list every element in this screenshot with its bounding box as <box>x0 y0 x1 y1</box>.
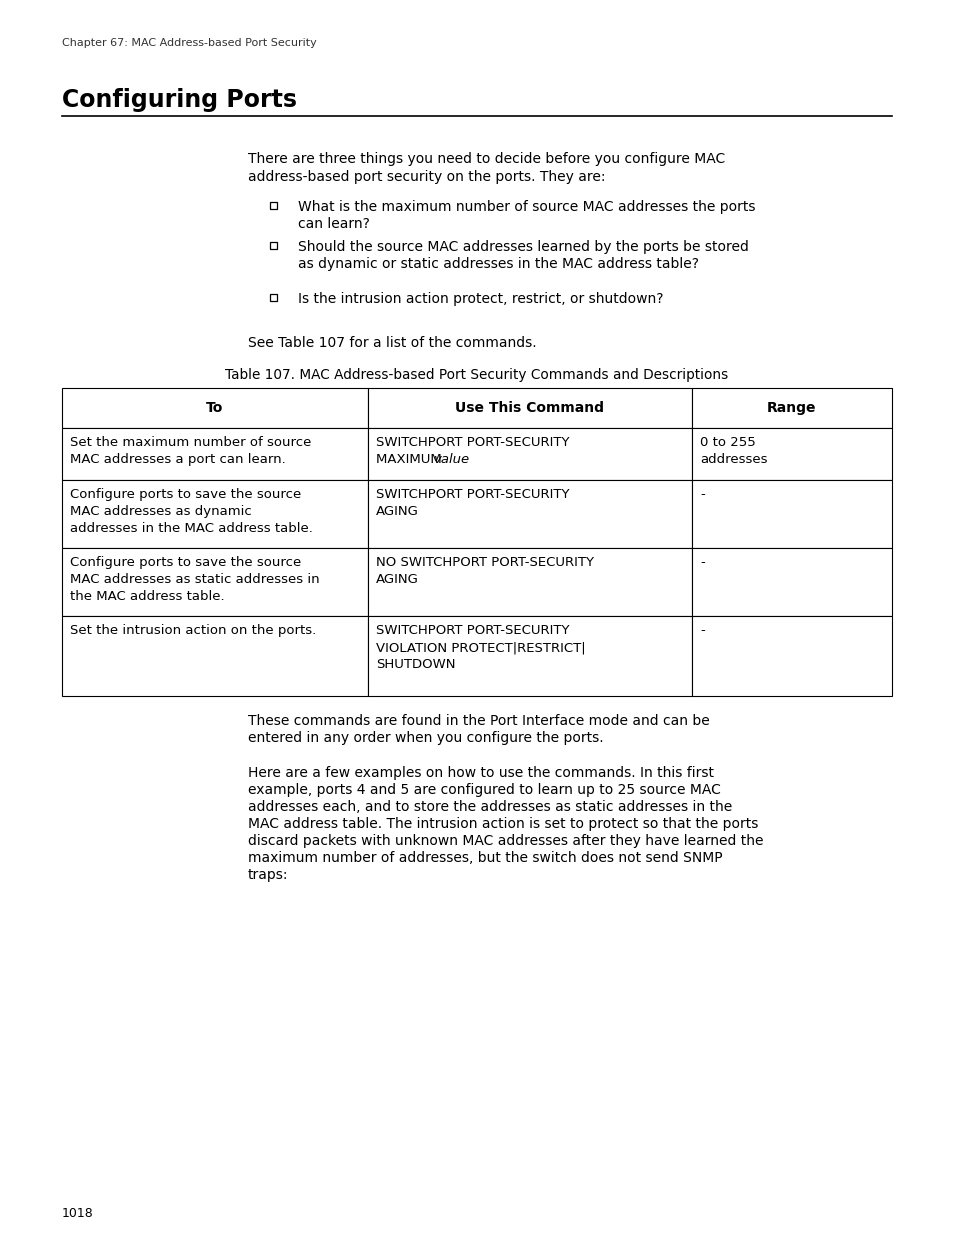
Text: NO SWITCHPORT PORT-SECURITY: NO SWITCHPORT PORT-SECURITY <box>375 556 594 569</box>
Text: traps:: traps: <box>248 868 288 882</box>
Bar <box>270 294 276 301</box>
Bar <box>62 548 368 616</box>
Text: -: - <box>700 556 704 569</box>
Bar <box>691 548 891 616</box>
Text: the MAC address table.: the MAC address table. <box>70 590 224 603</box>
Text: addresses in the MAC address table.: addresses in the MAC address table. <box>70 522 313 535</box>
Text: Configure ports to save the source: Configure ports to save the source <box>70 556 301 569</box>
Text: AGING: AGING <box>375 505 418 517</box>
Text: -: - <box>700 624 704 637</box>
Text: value: value <box>433 453 469 466</box>
Text: Range: Range <box>766 401 816 415</box>
Bar <box>368 548 691 616</box>
Text: There are three things you need to decide before you configure MAC: There are three things you need to decid… <box>248 152 724 165</box>
Bar <box>691 480 891 548</box>
Text: Set the maximum number of source: Set the maximum number of source <box>70 436 311 450</box>
Text: Set the intrusion action on the ports.: Set the intrusion action on the ports. <box>70 624 315 637</box>
Text: AGING: AGING <box>375 573 418 585</box>
Bar <box>62 388 368 429</box>
Bar <box>368 429 691 480</box>
Text: Here are a few examples on how to use the commands. In this first: Here are a few examples on how to use th… <box>248 766 713 781</box>
Bar <box>270 242 276 249</box>
Text: MAC addresses a port can learn.: MAC addresses a port can learn. <box>70 453 286 466</box>
Text: Configuring Ports: Configuring Ports <box>62 88 296 112</box>
Text: 0 to 255: 0 to 255 <box>700 436 755 450</box>
Text: addresses each, and to store the addresses as static addresses in the: addresses each, and to store the address… <box>248 800 732 814</box>
Text: VIOLATION PROTECT|RESTRICT|: VIOLATION PROTECT|RESTRICT| <box>375 641 585 655</box>
Text: can learn?: can learn? <box>297 217 370 231</box>
Text: entered in any order when you configure the ports.: entered in any order when you configure … <box>248 731 603 745</box>
Bar <box>368 616 691 697</box>
Text: Should the source MAC addresses learned by the ports be stored: Should the source MAC addresses learned … <box>297 240 748 254</box>
Text: Is the intrusion action protect, restrict, or shutdown?: Is the intrusion action protect, restric… <box>297 291 662 306</box>
Bar <box>691 616 891 697</box>
Bar <box>62 616 368 697</box>
Bar <box>270 203 276 209</box>
Text: SWITCHPORT PORT-SECURITY: SWITCHPORT PORT-SECURITY <box>375 488 569 501</box>
Bar <box>691 429 891 480</box>
Text: To: To <box>206 401 223 415</box>
Text: SWITCHPORT PORT-SECURITY: SWITCHPORT PORT-SECURITY <box>375 624 569 637</box>
Text: 1018: 1018 <box>62 1207 93 1220</box>
Text: MAC addresses as static addresses in: MAC addresses as static addresses in <box>70 573 319 585</box>
Text: example, ports 4 and 5 are configured to learn up to 25 source MAC: example, ports 4 and 5 are configured to… <box>248 783 720 797</box>
Text: Configure ports to save the source: Configure ports to save the source <box>70 488 301 501</box>
Text: -: - <box>700 488 704 501</box>
Text: Use This Command: Use This Command <box>455 401 604 415</box>
Text: MAC addresses as dynamic: MAC addresses as dynamic <box>70 505 252 517</box>
Text: addresses: addresses <box>700 453 767 466</box>
Text: See Table 107 for a list of the commands.: See Table 107 for a list of the commands… <box>248 336 536 350</box>
Bar <box>368 388 691 429</box>
Bar <box>691 388 891 429</box>
Text: SHUTDOWN: SHUTDOWN <box>375 658 455 671</box>
Text: MAXIMUM: MAXIMUM <box>375 453 446 466</box>
Bar <box>62 429 368 480</box>
Text: MAC address table. The intrusion action is set to protect so that the ports: MAC address table. The intrusion action … <box>248 818 758 831</box>
Text: discard packets with unknown MAC addresses after they have learned the: discard packets with unknown MAC address… <box>248 834 762 848</box>
Bar <box>62 480 368 548</box>
Bar <box>368 480 691 548</box>
Text: These commands are found in the Port Interface mode and can be: These commands are found in the Port Int… <box>248 714 709 727</box>
Text: address-based port security on the ports. They are:: address-based port security on the ports… <box>248 170 605 184</box>
Text: What is the maximum number of source MAC addresses the ports: What is the maximum number of source MAC… <box>297 200 755 214</box>
Text: Chapter 67: MAC Address-based Port Security: Chapter 67: MAC Address-based Port Secur… <box>62 38 316 48</box>
Text: SWITCHPORT PORT-SECURITY: SWITCHPORT PORT-SECURITY <box>375 436 569 450</box>
Text: as dynamic or static addresses in the MAC address table?: as dynamic or static addresses in the MA… <box>297 257 699 270</box>
Text: Table 107. MAC Address-based Port Security Commands and Descriptions: Table 107. MAC Address-based Port Securi… <box>225 368 728 382</box>
Text: maximum number of addresses, but the switch does not send SNMP: maximum number of addresses, but the swi… <box>248 851 721 864</box>
